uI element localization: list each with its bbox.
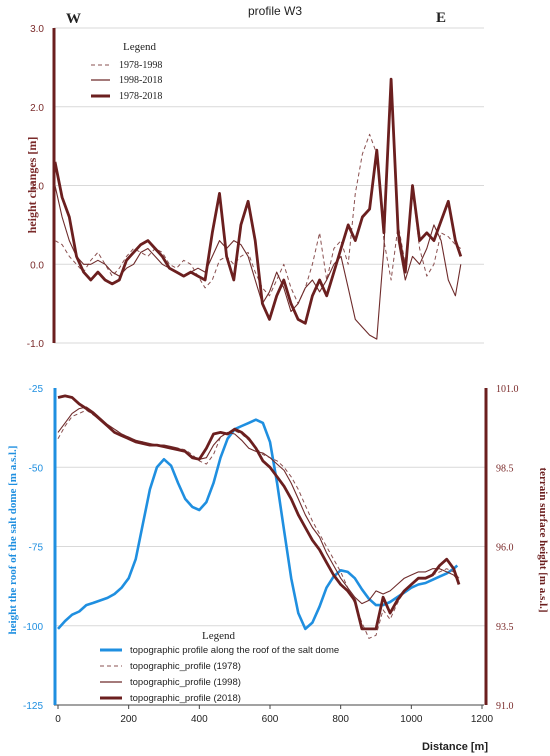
top-y-tick-label: -1.0 xyxy=(27,339,45,350)
top-y-tick-label: 0.0 xyxy=(30,260,44,271)
series-line-1978-1998 xyxy=(54,133,462,305)
legend-label-1978-2018: 1978-2018 xyxy=(119,91,162,102)
series-line-1998-2018 xyxy=(54,82,462,340)
top-legend-title: Legend xyxy=(123,41,156,53)
bottom-left-y-tick-label: -125 xyxy=(23,701,43,712)
bottom-left-y-tick-label: -100 xyxy=(23,622,43,633)
bottom-x-tick-label: 800 xyxy=(332,714,349,725)
legend-label-profile-2018: topographic_profile (2018) xyxy=(130,693,241,704)
series-line-1978-2018 xyxy=(53,77,463,325)
east-label: E xyxy=(436,10,446,26)
bottom-left-y-tick-label: -25 xyxy=(29,384,44,395)
series-line-topographic-profile-1978 xyxy=(57,409,460,639)
series-line-topographic-profile-2018 xyxy=(57,394,461,631)
top-legend: Legend 1978-1998 1998-2018 1978-2018 xyxy=(91,41,162,102)
bottom-x-axis-label: Distance [m] xyxy=(422,741,488,753)
legend-label-1998-2018: 1998-2018 xyxy=(119,75,162,86)
bottom-right-y-ticks: 101.0 98.5 96.0 93.5 91.0 xyxy=(496,384,519,712)
series-line-topographic-profile-1998 xyxy=(57,406,460,605)
legend-label-profile-1978: topographic_profile (1978) xyxy=(130,661,241,672)
series-line-topographic-profile-along-the-roof-of-the-salt-dome xyxy=(57,418,459,631)
west-label: W xyxy=(66,11,81,27)
bottom-right-y-axis-label: terrain surface height [m a.s.l.] xyxy=(537,467,549,612)
top-y-axis-label: height changes [m] xyxy=(25,137,39,234)
bottom-legend: Legend topographic profile along the roo… xyxy=(100,630,339,704)
bottom-right-y-tick-label: 96.0 xyxy=(496,543,514,554)
bottom-x-tick-label: 200 xyxy=(120,714,137,725)
bottom-x-tick-label: 0 xyxy=(55,714,61,725)
bottom-left-y-axis-label: height the roof of the salt dome [m a.s.… xyxy=(7,446,19,635)
top-series xyxy=(53,77,463,340)
chart-title: profile W3 xyxy=(248,4,302,18)
bottom-left-y-tick-label: -50 xyxy=(29,463,44,474)
legend-label-1978-1998: 1978-1998 xyxy=(119,60,162,71)
bottom-legend-title: Legend xyxy=(202,630,235,642)
bottom-x-tick-label: 400 xyxy=(191,714,208,725)
bottom-right-y-tick-label: 91.0 xyxy=(496,701,514,712)
topographic-profile-chart: 0 200 400 600 800 1000 1200 -25-50-75-100-125 … xyxy=(7,384,549,753)
height-change-chart: profile W3 W E height changes [m] 3.0 2.0… xyxy=(25,4,484,350)
top-y-tick-label: 1.0 xyxy=(30,182,44,193)
bottom-grid xyxy=(55,466,486,627)
bottom-series xyxy=(57,394,461,639)
bottom-left-y-ticks: -25 -50 -75 -100 -125 xyxy=(23,384,43,712)
top-y-tick-label: 3.0 xyxy=(30,24,44,35)
bottom-x-tick-label: 1000 xyxy=(400,714,423,725)
legend-label-salt-dome: topographic profile along the roof of th… xyxy=(130,645,339,656)
bottom-right-y-tick-label: 93.5 xyxy=(496,622,514,633)
top-y-ticks: 3.0 2.0 1.0 0.0 -1.0 xyxy=(27,24,45,350)
bottom-right-y-tick-label: 98.5 xyxy=(496,463,514,474)
top-y-tick-label: 2.0 xyxy=(30,103,44,114)
bottom-right-y-tick-label: 101.0 xyxy=(496,384,519,395)
legend-label-profile-1998: topographic_profile (1998) xyxy=(130,677,241,688)
bottom-x-tick-label: 600 xyxy=(262,714,279,725)
bottom-left-y-tick-label: -75 xyxy=(29,543,44,554)
bottom-x-ticks: 0 200 400 600 800 1000 1200 xyxy=(55,705,494,725)
bottom-x-tick-label: 1200 xyxy=(471,714,494,725)
